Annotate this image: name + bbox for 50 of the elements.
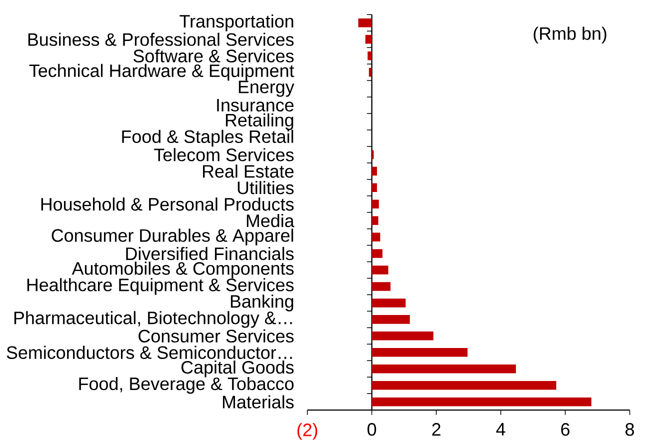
x-tick-label: 4 [496, 423, 506, 436]
bar [372, 200, 379, 209]
x-tick-label: 8 [626, 423, 634, 436]
y-tick-label: Utilities [238, 181, 294, 194]
y-tick-label: Insurance [217, 99, 294, 112]
y-tick-label: Software & Services [134, 49, 294, 63]
bar [372, 398, 592, 406]
x-tick-label: 2 [432, 423, 440, 436]
bar [372, 381, 556, 390]
bar [372, 266, 388, 275]
y-tick-label: Materials [222, 395, 294, 409]
y-tick-label: Banking [230, 294, 294, 312]
y-tick-label: Food, Beverage & Tobacco [79, 377, 294, 394]
y-tick-label: Diversified Financials [126, 247, 294, 260]
y-tick-label: Pharmaceutical, Biotechnology &… [14, 311, 292, 328]
bar [372, 282, 391, 291]
y-tick-label: Real Estate [203, 164, 294, 178]
y-tick-label: Healthcare Equipment & Services [27, 278, 294, 295]
bar [372, 332, 434, 340]
y-tick-label: Capital Goods [181, 360, 294, 378]
y-tick-label: Media [246, 214, 294, 228]
y-tick-label: Technical Hardware & Equipment [29, 64, 294, 81]
bar [372, 249, 382, 258]
y-tick-label: Automobiles & Components [72, 262, 294, 278]
y-tick-label: Telecom Services [154, 148, 294, 162]
y-tick-label: Semiconductors & Semiconductor… [6, 346, 292, 360]
bar [372, 183, 377, 192]
bar [372, 315, 410, 324]
bar [372, 232, 380, 242]
bar [368, 52, 372, 60]
bar [372, 348, 468, 357]
y-tick-label: Energy [238, 80, 294, 97]
x-tick-label: 0 [368, 423, 376, 436]
bar [372, 166, 377, 176]
x-tick-label: (2) [297, 423, 318, 440]
y-tick-label: Household & Personal Products [41, 198, 294, 211]
y-tick-label: Consumer Services [138, 329, 294, 343]
bar [358, 18, 372, 28]
bar [365, 35, 372, 44]
y-tick-label: Transportation [180, 14, 294, 32]
annotation: (Rmb bn) [534, 26, 606, 44]
bar [372, 364, 516, 374]
bar [368, 68, 372, 77]
y-tick-label: Retailing [226, 113, 294, 130]
y-tick-label: Business & Professional Services [28, 32, 294, 46]
x-tick-label: 6 [561, 423, 570, 436]
bar [372, 298, 406, 308]
y-tick-label: Food & Staples Retail [122, 130, 294, 147]
bar [372, 216, 378, 226]
y-tick-label: Consumer Durables & Apparel [52, 228, 294, 246]
